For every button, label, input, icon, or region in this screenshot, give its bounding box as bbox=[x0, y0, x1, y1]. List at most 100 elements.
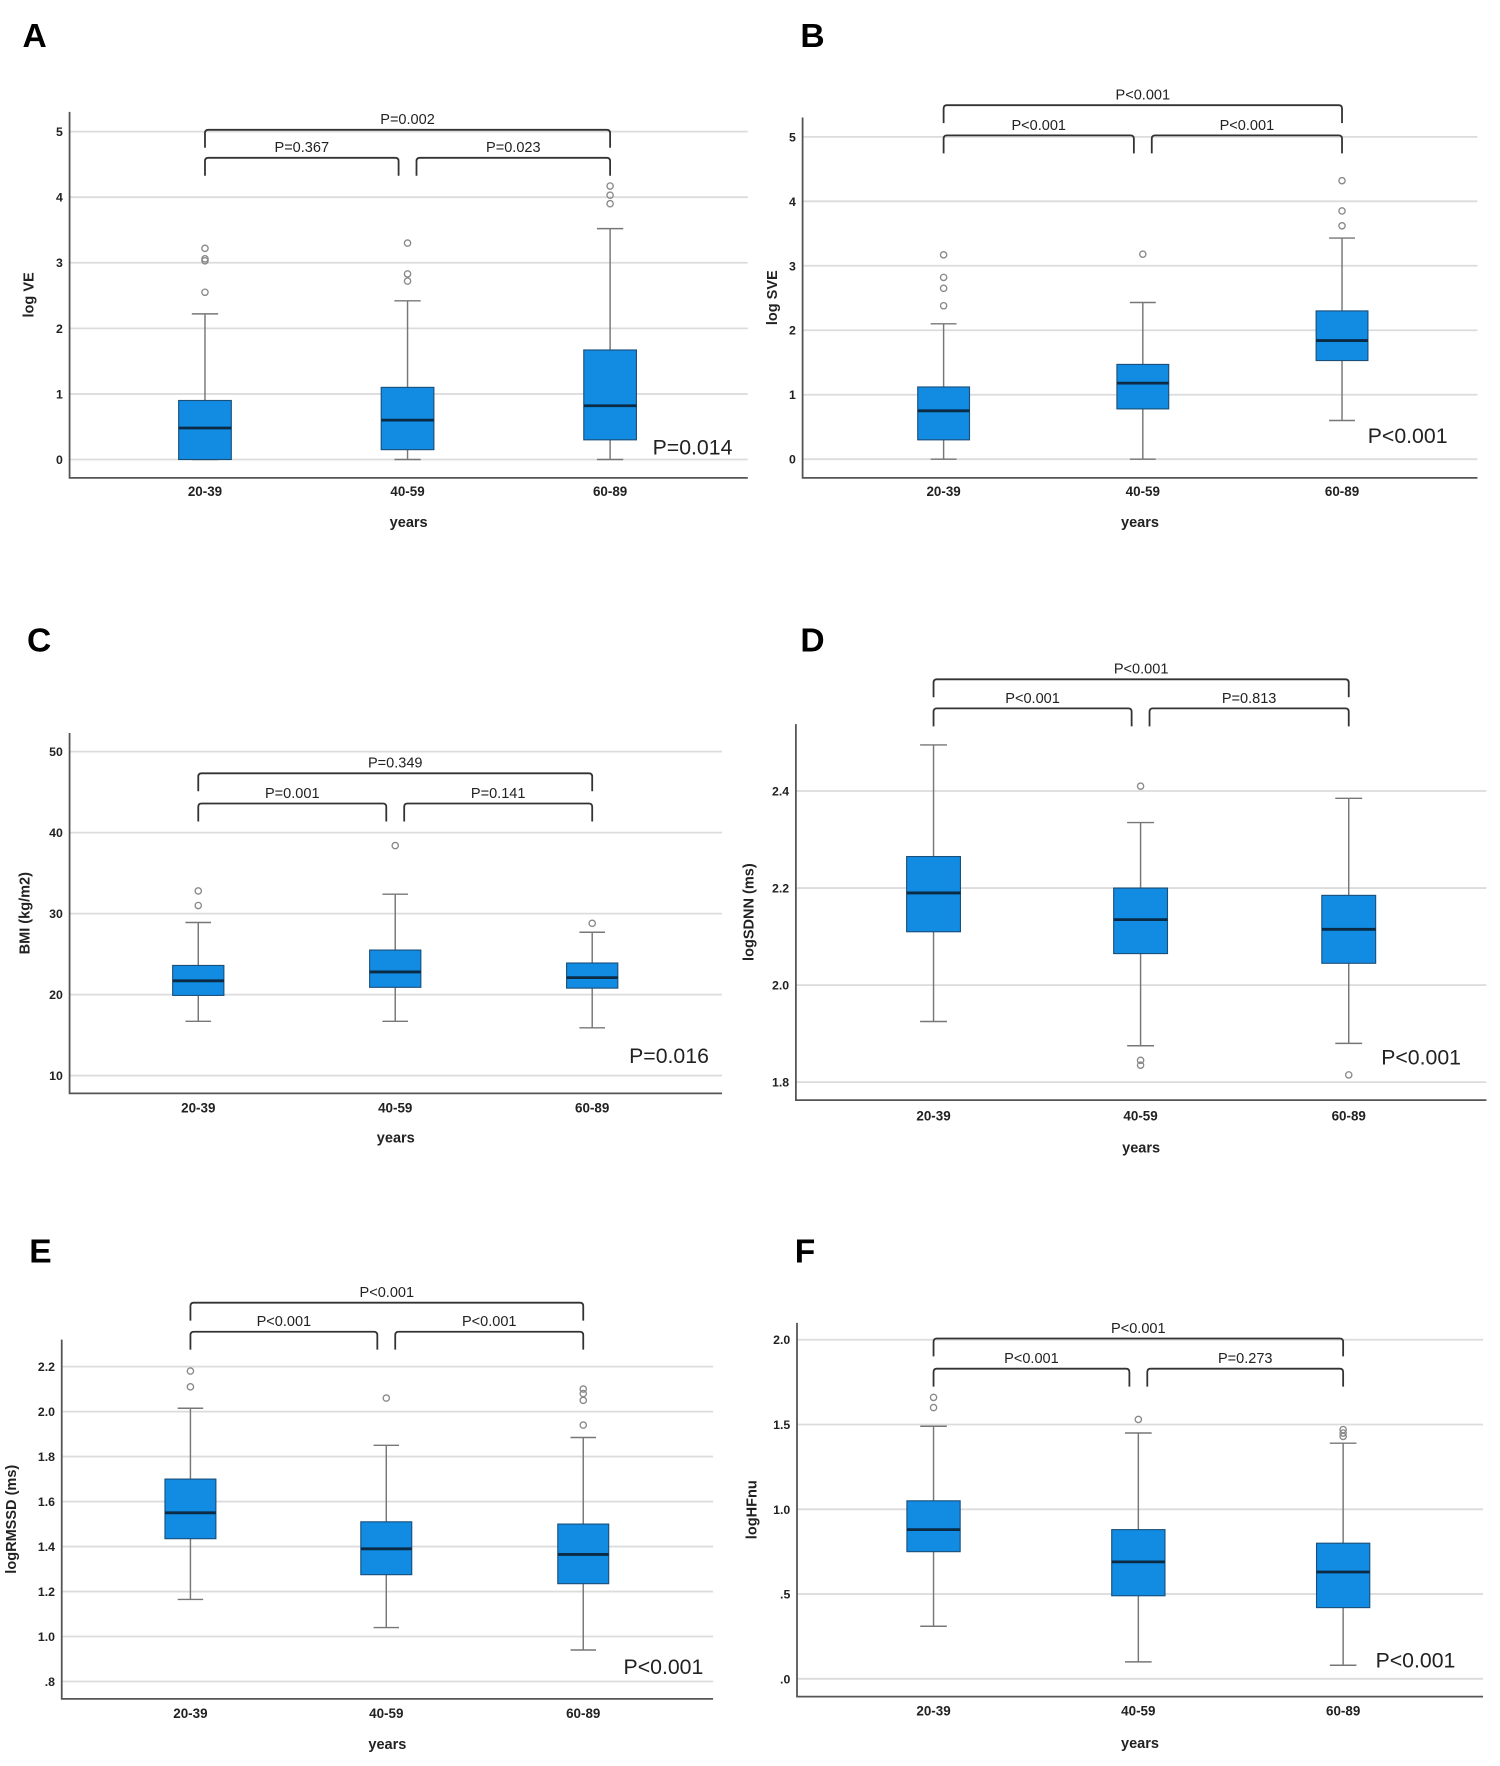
box-40-59 bbox=[1116, 363, 1170, 410]
comparison-bracket bbox=[415, 156, 612, 176]
panel-letter: B bbox=[800, 18, 824, 55]
comparison-p-value: P=0.002 bbox=[380, 112, 435, 128]
outlier-point bbox=[1136, 1056, 1145, 1065]
y-axis-label: logHFnu bbox=[745, 1480, 761, 1539]
outlier-point bbox=[1339, 1425, 1347, 1434]
panel-b: B 0 1 2 3 4 5 20-39 40-59 60-89 years log SVE P<0.00… bbox=[765, 18, 1478, 531]
axes bbox=[801, 117, 1478, 479]
outlier-point bbox=[588, 919, 597, 928]
comparison-bracket bbox=[1148, 707, 1350, 727]
y-tick-label: 1 bbox=[56, 387, 63, 401]
outlier-point bbox=[201, 255, 209, 263]
x-tick-label: 40-59 bbox=[1121, 1704, 1155, 1719]
outlier-point bbox=[403, 277, 412, 285]
panel-d: D 1.8 2.0 2.2 2.4 20-39 40-59 60-89 years logSDNN… bbox=[741, 622, 1487, 1157]
comparison-p-value: P<0.001 bbox=[1004, 1351, 1059, 1367]
y-tick-label: 1.0 bbox=[38, 1630, 55, 1644]
comparison-bracket bbox=[189, 1330, 379, 1350]
box-60-89 bbox=[1315, 1542, 1371, 1609]
outlier-point bbox=[579, 1421, 588, 1429]
x-tick-label: 60-89 bbox=[1325, 484, 1359, 499]
y-tick-label: 4 bbox=[56, 191, 63, 205]
x-tick-label: 40-59 bbox=[378, 1100, 412, 1115]
x-tick-label: 60-89 bbox=[575, 1100, 609, 1115]
box-20-39 bbox=[164, 1478, 217, 1540]
x-tick-label: 20-39 bbox=[188, 484, 222, 499]
outlier-point bbox=[939, 273, 948, 282]
y-tick-label: 2.2 bbox=[38, 1360, 55, 1374]
overall-p-value: P=0.016 bbox=[629, 1044, 709, 1068]
comparison-p-value: P=0.367 bbox=[275, 140, 330, 156]
y-tick-label: 50 bbox=[49, 745, 63, 759]
outlier-point bbox=[403, 239, 412, 247]
y-tick-label: 2.0 bbox=[38, 1405, 55, 1419]
x-tick-label: 60-89 bbox=[1332, 1108, 1366, 1123]
comparison-p-value: P<0.001 bbox=[462, 1314, 517, 1330]
comparison-p-value: P<0.001 bbox=[1011, 118, 1066, 134]
outlier-point bbox=[606, 199, 614, 208]
x-axis-label: years bbox=[1121, 515, 1159, 531]
x-tick-label: 60-89 bbox=[1326, 1704, 1360, 1719]
y-tick-label: 1.6 bbox=[38, 1495, 55, 1509]
comparison-p-value: P=0.273 bbox=[1218, 1351, 1273, 1367]
outlier-point bbox=[403, 270, 412, 278]
y-axis-label: logRMSSD (ms) bbox=[4, 1465, 20, 1574]
y-tick-label: 20 bbox=[49, 988, 63, 1002]
comparison-p-value: P<0.001 bbox=[1111, 1321, 1166, 1337]
comparison-bracket bbox=[197, 802, 388, 822]
y-tick-label: 30 bbox=[49, 907, 63, 921]
y-tick-label: 2.2 bbox=[772, 882, 789, 896]
y-tick-label: 3 bbox=[56, 256, 63, 270]
x-tick-label: 20-39 bbox=[916, 1108, 950, 1123]
comparison-p-value: P<0.001 bbox=[257, 1314, 312, 1330]
panel-letter: D bbox=[800, 622, 824, 659]
outlier-point bbox=[1134, 1415, 1143, 1424]
comparison-p-value: P<0.001 bbox=[1220, 118, 1275, 134]
comparison-p-value: P=0.001 bbox=[265, 786, 320, 802]
comparison-p-value: P=0.141 bbox=[471, 786, 526, 802]
outlier-point bbox=[194, 887, 203, 895]
outlier-point bbox=[939, 251, 948, 259]
comparison-bracket bbox=[932, 678, 1350, 698]
y-tick-label: 1.5 bbox=[773, 1418, 790, 1432]
outlier-point bbox=[1136, 1061, 1145, 1069]
y-tick-label: 1.2 bbox=[38, 1585, 55, 1599]
x-tick-label: 60-89 bbox=[593, 484, 627, 499]
comparison-bracket bbox=[932, 1367, 1131, 1387]
outlier-point bbox=[1338, 207, 1346, 215]
x-tick-label: 20-39 bbox=[181, 1100, 215, 1115]
overall-p-value: P<0.001 bbox=[1381, 1045, 1461, 1069]
outlier-point bbox=[186, 1367, 195, 1375]
x-tick-label: 20-39 bbox=[926, 484, 960, 499]
box-60-89 bbox=[1315, 310, 1369, 362]
outlier-point bbox=[579, 1385, 588, 1393]
comparison-p-value: P=0.813 bbox=[1222, 691, 1277, 707]
comparison-p-value: P<0.001 bbox=[1114, 662, 1169, 678]
x-axis-label: years bbox=[368, 1737, 406, 1753]
outlier-point bbox=[606, 182, 614, 190]
x-tick-label: 40-59 bbox=[1123, 1108, 1157, 1123]
comparison-bracket bbox=[204, 156, 400, 176]
outlier-point bbox=[1344, 1071, 1353, 1079]
outlier-point bbox=[201, 244, 209, 253]
x-tick-label: 40-59 bbox=[369, 1706, 403, 1721]
y-tick-label: 0 bbox=[789, 453, 796, 467]
outlier-point bbox=[391, 841, 400, 850]
y-tick-label: 0 bbox=[56, 453, 63, 467]
outlier-point bbox=[579, 1389, 588, 1398]
y-tick-label: 1.4 bbox=[38, 1540, 55, 1554]
comparison-bracket bbox=[942, 104, 1343, 124]
outlier-point bbox=[1339, 1429, 1347, 1437]
box-40-59 bbox=[369, 949, 422, 988]
y-tick-label: 1 bbox=[789, 388, 796, 402]
outlier-point bbox=[939, 301, 948, 310]
y-tick-label: 3 bbox=[789, 259, 796, 273]
panel-letter: E bbox=[29, 1233, 51, 1270]
y-tick-label: 40 bbox=[49, 826, 63, 840]
x-axis-label: years bbox=[1122, 1141, 1160, 1157]
comparison-p-value: P=0.023 bbox=[486, 140, 541, 156]
panel-c: C 10 20 30 40 50 20-39 40-59 60-89 years BMI (kg/m… bbox=[17, 622, 723, 1147]
x-axis-label: years bbox=[390, 515, 428, 531]
y-tick-label: .0 bbox=[780, 1672, 790, 1686]
y-axis-label: BMI (kg/m2) bbox=[17, 872, 33, 955]
